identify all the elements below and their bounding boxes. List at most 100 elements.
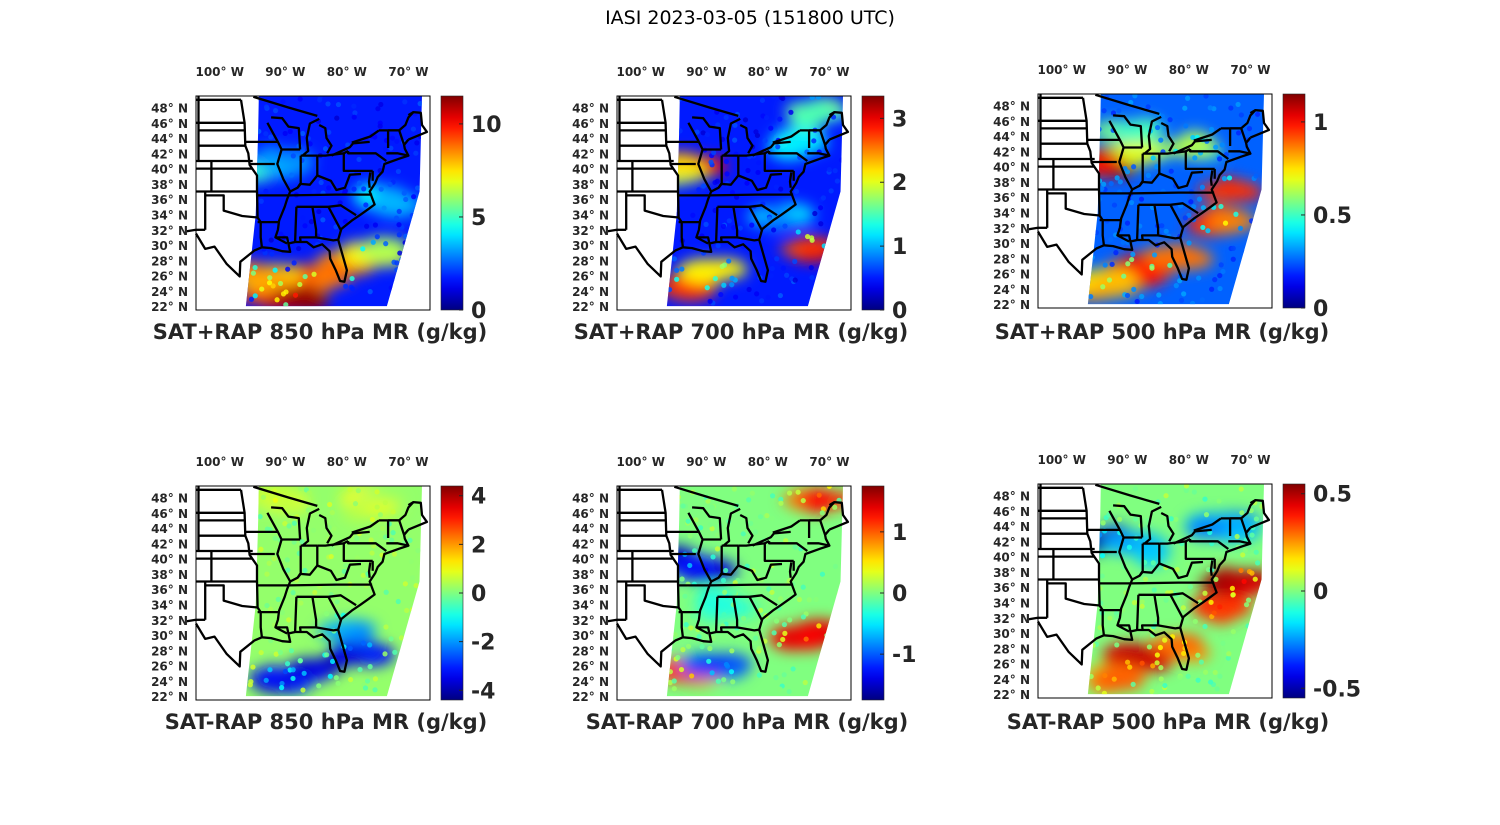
panel-sat-rap-500: 100° W 90° W 80° W 70° W 48° N 46° N 44° N 42° … (972, 58, 1392, 358)
figure-title: IASI 2023-03-05 (151800 UTC) (605, 7, 895, 29)
border-line (1094, 93, 1160, 116)
footprint-dot (1217, 156, 1223, 162)
footprint-dot (1117, 516, 1123, 522)
footprint-dot (756, 160, 762, 166)
x-tick-label: 90° W (686, 65, 726, 79)
y-tick-label: 42° N (151, 537, 188, 551)
colorbar-tick-label: -0.5 (1313, 677, 1361, 702)
footprint-dot (674, 267, 680, 273)
border-line (1103, 136, 1252, 281)
y-tick-label: 32° N (572, 614, 609, 628)
footprint-dot (749, 490, 755, 496)
border-line (752, 530, 791, 547)
footprint-dot (1188, 199, 1194, 205)
y-tick-label: 46° N (993, 115, 1030, 129)
y-tick-label: 32° N (993, 222, 1030, 236)
field-blob (781, 132, 824, 156)
field-blob (1142, 247, 1183, 261)
footprint-dot (1139, 603, 1145, 609)
footprint-dot (1114, 175, 1120, 181)
footprint-dot (329, 658, 336, 665)
y-tick-label: 28° N (572, 254, 609, 268)
colorbar-tick-label: 0 (471, 299, 486, 324)
footprint-dot (749, 222, 755, 228)
border-line (331, 140, 370, 157)
footprint-dot (1100, 520, 1106, 526)
footprint-dot (394, 138, 400, 144)
y-tick-label: 32° N (151, 224, 188, 238)
footprint-dot (792, 544, 798, 550)
y-tick-label: 48° N (151, 101, 188, 115)
footprint-dot (1132, 516, 1139, 522)
footprint-dot (378, 186, 384, 192)
footprint-dot (787, 617, 793, 623)
footprint-dot (1191, 489, 1197, 495)
border-line (288, 583, 373, 587)
footprint-dot (773, 184, 779, 190)
footprint-dot (318, 179, 324, 186)
field-blob (788, 104, 827, 130)
footprint-dot (721, 282, 727, 288)
panel-title: SAT+RAP 850 hPa MR (g/kg) (152, 320, 488, 344)
colorbar-tick-label: 0 (892, 582, 907, 607)
colorbar-tick-label: 4 (471, 485, 486, 510)
y-tick-label: 34° N (993, 206, 1030, 220)
footprint-dot (782, 630, 788, 636)
footprint-dot (730, 679, 736, 685)
border-line (767, 151, 808, 162)
footprint-dot (275, 596, 281, 602)
border-line (1209, 560, 1214, 576)
y-tick-label: 24° N (572, 285, 609, 299)
footprint-dot (382, 534, 389, 540)
colorbar (440, 95, 464, 311)
y-tick-label: 28° N (993, 252, 1030, 266)
border-line (772, 519, 801, 534)
y-tick-label: 44° N (572, 132, 609, 146)
border-line (1094, 483, 1160, 506)
border-line (739, 123, 754, 154)
footprint-dot (311, 188, 317, 195)
footprint-dot (709, 526, 715, 532)
footprint-dot (369, 516, 376, 523)
footprint-dot (1177, 674, 1183, 681)
footprint-dot (1195, 652, 1201, 658)
y-tick-label: 42° N (572, 147, 609, 161)
x-tick-label: 100° W (616, 455, 664, 469)
footprint-dot (1241, 578, 1247, 584)
border-line (696, 236, 711, 244)
footprint-dot (325, 101, 331, 107)
y-tick-label: 34° N (572, 208, 609, 222)
footprint-dot (302, 567, 308, 574)
map-plot: 100° W 90° W 80° W 70° W 48° N 46° N44° N42° … (993, 453, 1361, 702)
footprint-dot (381, 205, 387, 211)
footprint-dot (355, 488, 361, 494)
footprint-dot (793, 188, 800, 195)
footprint-dot (1131, 600, 1138, 606)
footprint-dot (726, 258, 732, 264)
footprint-dot (252, 293, 258, 299)
footprint-dot (776, 642, 782, 648)
footprint-dot (1200, 205, 1206, 211)
y-tick-label: 26° N (572, 270, 609, 284)
footprint-dot (1187, 584, 1193, 590)
footprint-dot (1102, 262, 1108, 268)
footprint-dot (1229, 585, 1235, 591)
footprint-dot (367, 289, 373, 295)
footprint-dot (1178, 297, 1185, 304)
footprint-dot (754, 291, 760, 297)
border-line (386, 152, 409, 157)
footprint-dot (1212, 669, 1218, 676)
footprint-dot (1239, 510, 1245, 516)
footprint-dot (268, 134, 274, 140)
y-tick-label: 24° N (151, 285, 188, 299)
footprint-dot (729, 282, 735, 288)
footprint-dot (786, 490, 793, 496)
footprint-dot (414, 140, 420, 146)
x-tick-label: 100° W (616, 65, 664, 79)
footprint-dot (1203, 512, 1210, 518)
footprint-dot (783, 538, 789, 544)
footprint-dot (383, 241, 389, 247)
footprint-dot (374, 234, 380, 240)
y-tick-label: 22° N (993, 298, 1030, 312)
border-line (1240, 109, 1257, 130)
